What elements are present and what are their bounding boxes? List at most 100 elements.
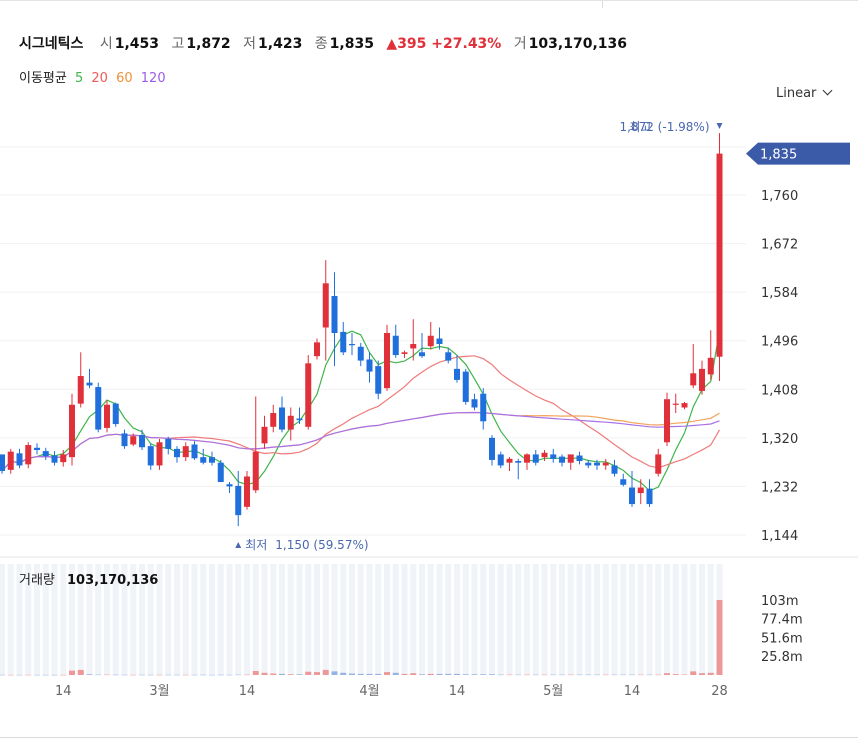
current-price-tag [746,142,850,165]
volume-bg-column [104,564,110,675]
volume-bg-column [305,564,312,675]
volume-bg-column [340,564,347,675]
candle-body [331,296,338,333]
candle-body [620,479,627,485]
candle-body [86,382,93,386]
candle-body [104,404,110,428]
moving-average-label: 이동평균 [19,71,67,86]
volume-bar [716,600,723,675]
volume-bg-column [532,564,539,675]
candle-body [506,458,513,463]
candle-body [112,403,119,425]
ma-20-label[interactable]: 20 [91,71,108,86]
close-value: 1,835 [329,36,374,52]
volume-bar [7,674,14,676]
candle-body [401,352,408,354]
ma-60-label[interactable]: 60 [116,71,133,86]
volume-bar [707,672,714,675]
price-tick-label: 1,760 [761,189,798,204]
candle-body [559,456,565,463]
volume-bar [655,674,662,676]
x-tick-label: 3월 [149,684,169,699]
volume-bg-column [471,564,478,675]
volume-bar [576,674,583,676]
candle-body [244,476,250,507]
volume-bg-column [147,564,154,675]
volume-bg-column [637,564,644,675]
candle-body [296,418,303,421]
volume-bar [532,674,539,676]
candle-body [716,153,723,357]
volume-bar [681,674,688,676]
volume-bg-column [515,564,522,675]
volume-bg-column [594,564,600,675]
volume-bg-column [506,564,513,675]
volume-bar [585,674,592,676]
candle-body [305,363,312,427]
candle-body [7,451,14,470]
volume-bar [349,673,355,675]
scale-selector[interactable]: Linear [776,85,833,101]
volume-bar [620,674,627,676]
candle-body [16,453,23,466]
volume-bg-column [576,564,583,675]
high-value: 1,872 [186,36,231,52]
volume-bar [611,674,618,676]
low-label: 저 [243,36,257,52]
volume-bg-column [226,564,233,675]
candle-body [34,447,40,450]
volume-bg-column [244,564,250,675]
ma-120-label[interactable]: 120 [140,71,166,86]
volume-bar [279,673,285,675]
volume-bar [594,674,600,676]
volume-bar [331,671,338,675]
candle-body [384,332,390,389]
volume-bg-column [445,564,452,675]
volume-bar [244,674,250,676]
volume-bg-column [497,564,504,675]
low-annotation-label: 최저 [245,538,267,552]
volume-bg-column [681,564,688,675]
volume-tick-label: 51.6m [761,631,803,646]
volume-bg-column [112,564,119,675]
volume-bg-column [480,564,487,675]
x-tick-label: 14 [55,684,72,699]
volume-bg-column [16,564,23,675]
volume-bg-column [690,564,697,675]
volume-bar [567,674,574,676]
volume-bar [401,673,408,675]
x-tick-label: 5월 [543,684,563,699]
volume-bar [550,674,557,676]
price-tick-label: 1,320 [761,432,798,447]
volume-bg-column [410,564,417,675]
volume-bar [384,672,390,675]
ma-5-label[interactable]: 5 [74,71,84,86]
candle-body [375,366,382,394]
stock-name: 시그네틱스 [19,36,84,52]
candle-body [611,465,618,474]
candle-body [191,444,198,459]
candle-body [637,487,644,494]
volume-bar [480,674,487,675]
volume-bar [287,674,294,675]
top-divider [602,1,603,8]
scale-selector-label: Linear [776,86,817,101]
volume-bar [226,674,233,676]
candle-body [541,452,548,458]
volume-bg-column [261,564,268,675]
volume-bar [690,671,697,675]
candle-body [349,344,355,346]
candle-body [95,387,102,430]
price-tick-label: 1,672 [761,238,798,253]
volume-bar [340,672,347,675]
volume-bg-column [191,564,198,675]
price-tick-label: 1,496 [761,335,798,350]
volume-bg-column [620,564,627,675]
candle-body [130,436,137,445]
x-tick-label: 14 [239,684,256,699]
candle-body [585,462,592,466]
volume-bg-column [672,564,679,675]
candle-body [524,454,530,463]
volume-bg-column [139,564,145,675]
